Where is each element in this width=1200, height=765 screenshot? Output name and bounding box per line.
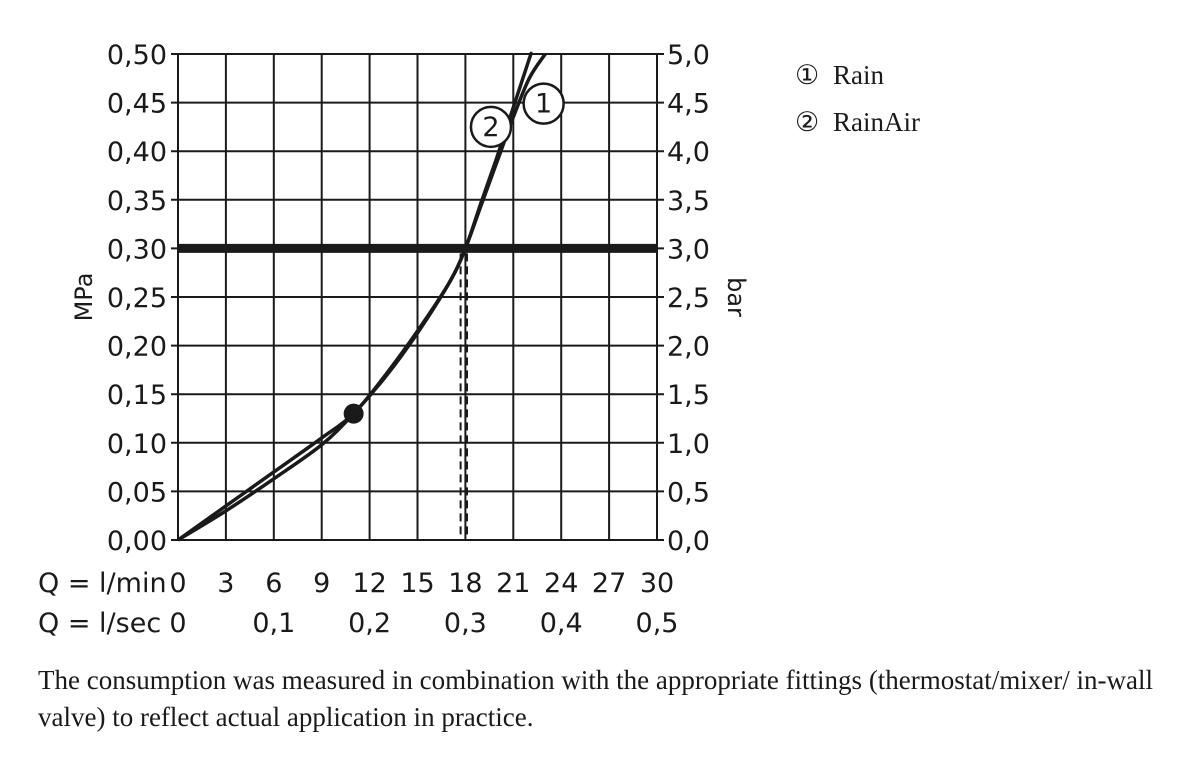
y-axis-title-left: MPa xyxy=(70,273,98,322)
series-marker-label-rain: 1 xyxy=(535,89,552,120)
y-tick-label-right: 0,5 xyxy=(667,477,710,508)
y-tick-label-right: 3,0 xyxy=(667,234,710,265)
x-tick-label-lmin: 15 xyxy=(400,568,434,599)
x-tick-label-lsec: 0,3 xyxy=(444,608,487,639)
x-tick-label-lmin: 12 xyxy=(352,568,386,599)
y-axis-title-right: bar xyxy=(722,277,750,317)
curve-markers: 12 xyxy=(343,82,565,424)
operating-point-dot xyxy=(343,403,364,424)
x-tick-label-lmin: 9 xyxy=(313,568,330,599)
x-tick-label-lmin: 3 xyxy=(217,568,234,599)
legend-symbol: ② xyxy=(795,107,820,137)
y-tick-label-left: 0,40 xyxy=(107,137,167,168)
series-line-rainair xyxy=(177,51,533,542)
y-tick-label-right: 1,0 xyxy=(667,429,710,460)
x-tick-label-lsec: 0,5 xyxy=(636,608,679,639)
flow-pressure-chart: 0,00 0,00,05 0,50,10 1,00,15 1,50,20 2,00,25 2… xyxy=(38,40,750,639)
y-tick-label-right: 2,0 xyxy=(667,332,710,363)
y-tick-label-left: 0,05 xyxy=(107,477,167,508)
y-tick-label-right: 4,0 xyxy=(667,137,710,168)
y-tick-label-left: 0,25 xyxy=(107,283,167,314)
y-tick-label-left: 0,45 xyxy=(107,89,167,120)
caption: The consumption was measured in combinat… xyxy=(38,665,1153,732)
x-tick-label-lsec: 0,4 xyxy=(540,608,583,639)
y-tick-label-right: 0,0 xyxy=(667,526,710,557)
legend: ① Rain ② RainAir xyxy=(795,52,920,146)
x-tick-label-lsec: 0,2 xyxy=(348,608,391,639)
y-tick-label-left: 0,30 xyxy=(107,234,167,265)
legend-label: Rain xyxy=(833,60,884,90)
legend-item-rainair: ② RainAir xyxy=(795,99,920,146)
y-tick-label-left: 0,50 xyxy=(107,40,167,71)
y-tick-label-left: 0,00 xyxy=(107,526,167,557)
series-marker-label-rainair: 2 xyxy=(482,112,499,143)
y-tick-label-left: 0,20 xyxy=(107,332,167,363)
x-row-label-lsec: Q = l/sec xyxy=(38,608,161,639)
x-tick-label-lmin: 27 xyxy=(592,568,626,599)
y-tick-label-right: 4,5 xyxy=(667,89,710,120)
x-tick-label-lmin: 0 xyxy=(169,568,186,599)
tick-labels: 0,00 0,00,05 0,50,10 1,00,15 1,50,20 2,00,25 2… xyxy=(38,40,710,639)
x-tick-label-lsec: 0 xyxy=(169,608,186,639)
grid xyxy=(171,53,664,541)
x-row-label-lmin: Q = l/min xyxy=(38,568,167,599)
y-tick-label-right: 2,5 xyxy=(667,283,710,314)
legend-label: RainAir xyxy=(833,107,920,137)
x-tick-label-lmin: 30 xyxy=(640,568,674,599)
dashed-marker-group xyxy=(459,253,468,540)
legend-symbol: ① xyxy=(795,60,820,90)
x-tick-label-lmin: 21 xyxy=(496,568,530,599)
x-tick-label-lmin: 24 xyxy=(544,568,578,599)
y-tick-label-right: 3,5 xyxy=(667,186,710,217)
y-tick-label-left: 0,10 xyxy=(107,429,167,460)
x-tick-label-lmin: 18 xyxy=(448,568,482,599)
y-tick-label-left: 0,35 xyxy=(107,186,167,217)
x-tick-label-lsec: 0,1 xyxy=(252,608,295,639)
series-marker-circle-rain xyxy=(522,82,565,125)
y-tick-label-right: 1,5 xyxy=(667,380,710,411)
y-tick-label-right: 5,0 xyxy=(667,40,710,71)
y-tick-label-left: 0,15 xyxy=(107,380,167,411)
x-tick-label-lmin: 6 xyxy=(265,568,282,599)
legend-item-rain: ① Rain xyxy=(795,52,920,99)
series-marker-circle-rainair xyxy=(469,105,513,149)
series-curves xyxy=(176,51,547,542)
